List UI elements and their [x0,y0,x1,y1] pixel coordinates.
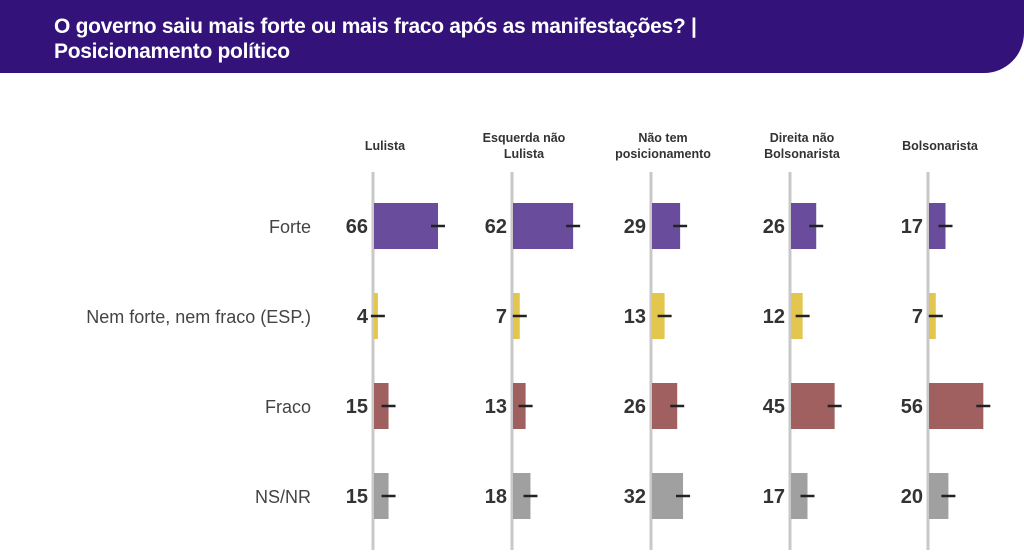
panel-header: Direita não [770,131,835,145]
panel-header: Esquerda não [483,131,566,145]
row-label: Nem forte, nem fraco (ESP.) [86,307,311,327]
bar [513,473,531,519]
data-label: 17 [763,486,785,508]
title-line-1: O governo saiu mais forte ou mais fraco … [54,15,697,38]
header-band: O governo saiu mais forte ou mais fraco … [0,0,1024,73]
bar [374,383,389,429]
panel-header: Bolsonarista [764,147,841,161]
data-label: 15 [346,486,368,508]
bar [513,203,574,249]
bar [374,473,389,519]
row-label: Forte [269,217,311,237]
bar [791,473,808,519]
panel-header: Lulista [365,139,406,153]
data-label: 12 [763,306,785,328]
data-label: 26 [624,396,646,418]
data-label: 20 [901,486,923,508]
bar [929,203,946,249]
page-title: O governo saiu mais forte ou mais fraco … [54,14,697,64]
panel-header: Não tem [638,131,687,145]
data-label: 18 [485,486,507,508]
panel-header: Lulista [504,147,545,161]
bar [791,383,835,429]
title-line-2: Posicionamento político [54,40,290,63]
data-label: 15 [346,396,368,418]
data-label: 66 [346,216,368,238]
data-label: 26 [763,216,785,238]
data-label: 13 [624,306,646,328]
panel-header: Bolsonarista [902,139,979,153]
data-label: 29 [624,216,646,238]
data-label: 7 [912,306,923,328]
panel-header: posicionamento [615,147,711,161]
row-label: NS/NR [255,487,311,507]
data-label: 13 [485,396,507,418]
row-label: Fraco [265,397,311,417]
data-label: 4 [357,306,369,328]
data-label: 17 [901,216,923,238]
bar [929,383,984,429]
bar [374,203,439,249]
data-label: 62 [485,216,507,238]
data-label: 45 [763,396,785,418]
data-label: 56 [901,396,923,418]
data-label: 7 [496,306,507,328]
bar [929,473,949,519]
data-label: 32 [624,486,646,508]
